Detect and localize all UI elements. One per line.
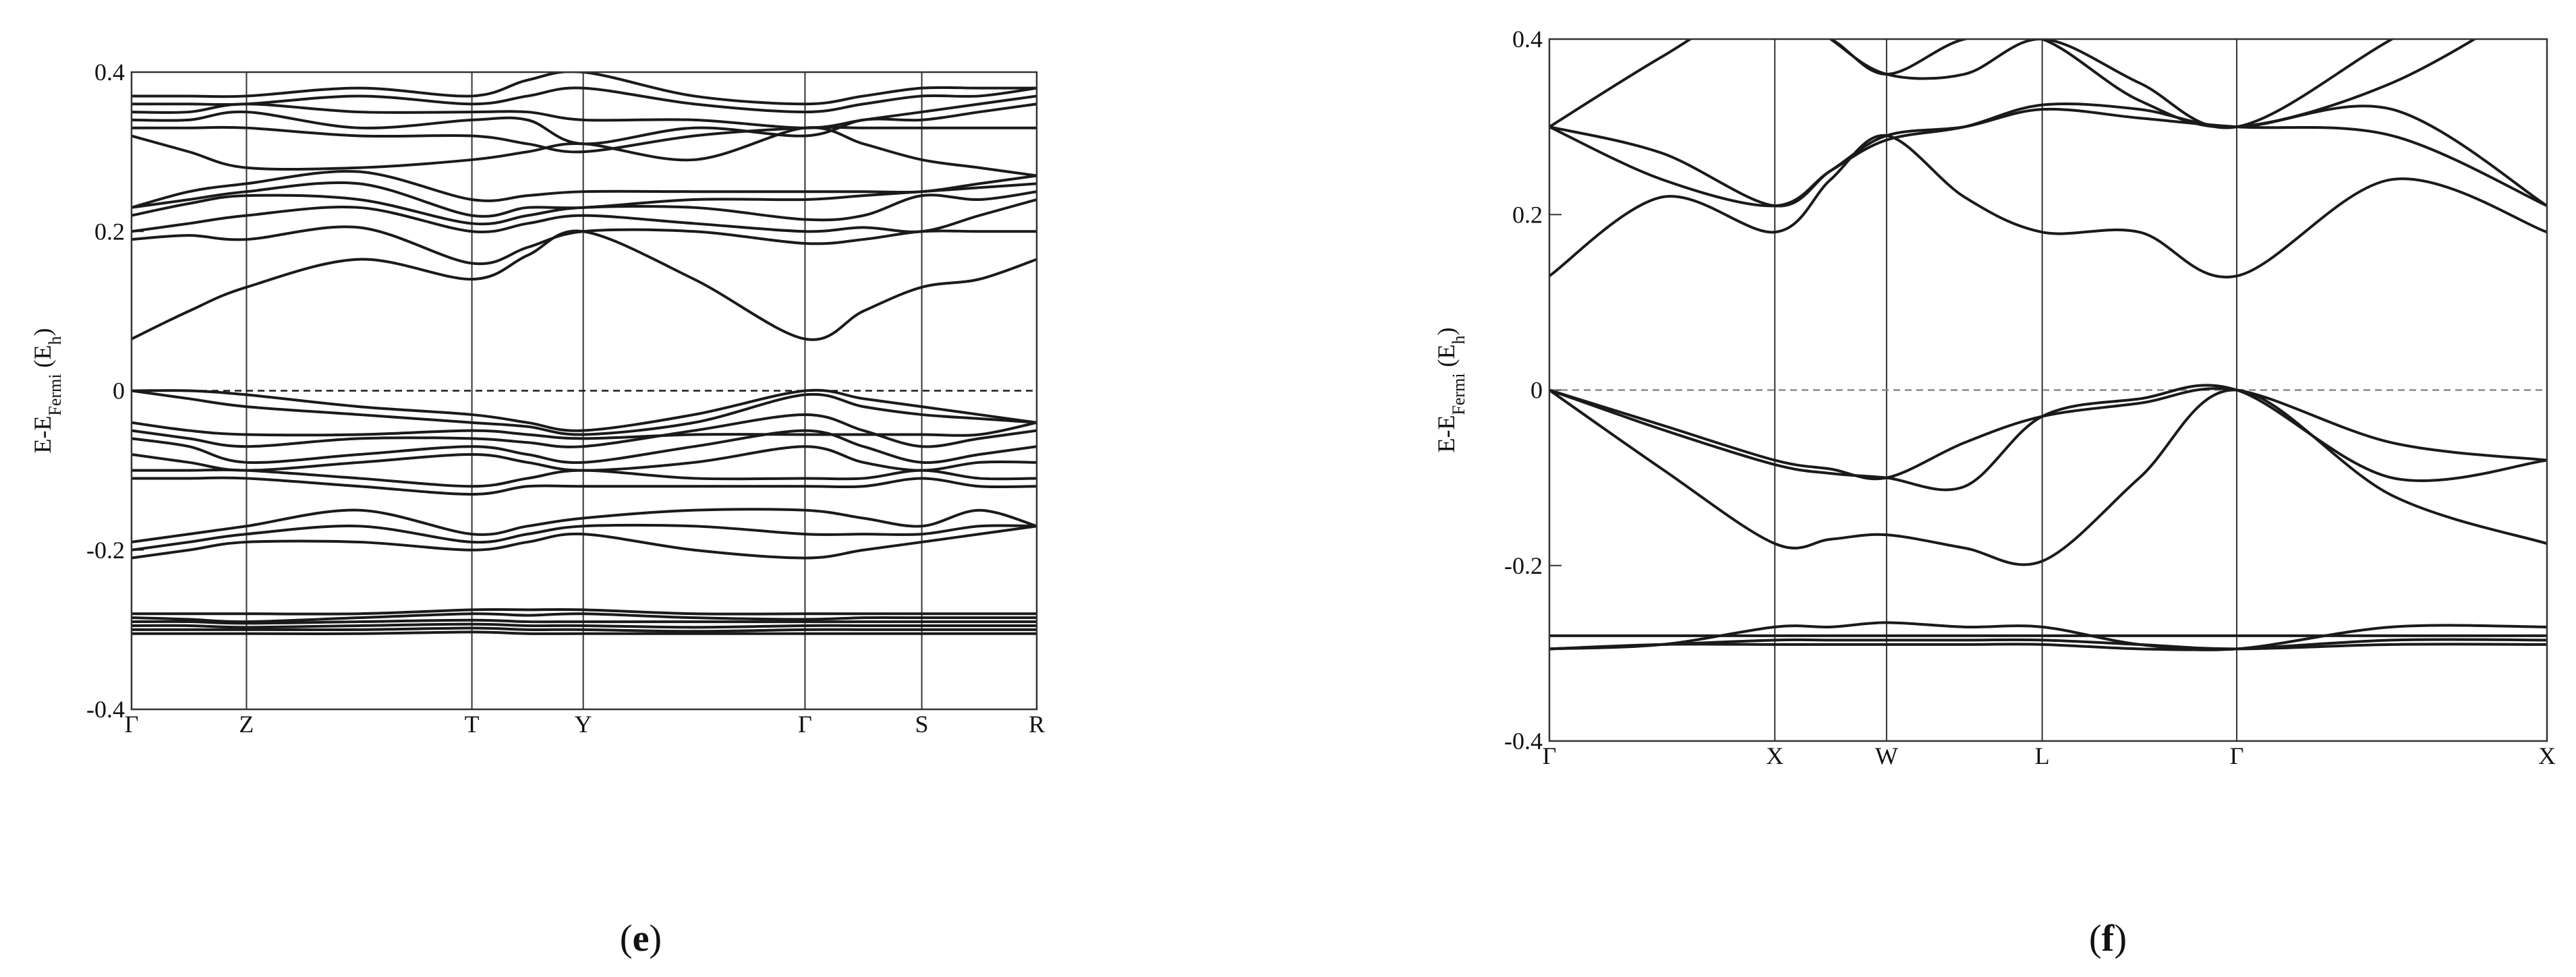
panel-caption: (e) (620, 918, 662, 959)
band-line (1549, 387, 2547, 481)
x-tick-label: X (1766, 742, 1783, 769)
y-tick-label: -0.4 (86, 696, 125, 723)
band-line (1549, 39, 2395, 129)
y-axis-label-part: h (45, 336, 65, 345)
panel-caption-part: ) (649, 918, 662, 959)
y-tick-label: 0.4 (94, 59, 125, 86)
plot-frame (1548, 38, 2548, 742)
x-tick-label: Γ (125, 711, 139, 738)
y-tick-label: -0.4 (1504, 728, 1543, 754)
bands (1549, 39, 2547, 651)
x-tick-label: T (465, 711, 480, 738)
bands (132, 72, 1037, 635)
x-tick-label: Γ (798, 711, 812, 738)
panel-caption: (f) (2089, 918, 2127, 959)
y-tick-label: -0.2 (1504, 552, 1543, 579)
band-line (132, 421, 1037, 440)
y-tick-label: -0.2 (86, 537, 125, 564)
x-tick-label: Γ (1543, 742, 1557, 769)
y-axis-label-part: Fermi (1449, 373, 1468, 415)
y-axis-label: E-EFermi (Eh) (1433, 327, 1468, 452)
band-line (132, 170, 1037, 209)
band-line (132, 429, 1037, 465)
band-line (1549, 384, 2547, 492)
x-tick-label: R (1029, 711, 1045, 738)
band-line (132, 508, 1037, 543)
y-tick-label: 0 (113, 378, 125, 405)
x-tick-label: Y (575, 711, 592, 738)
band-line (132, 102, 1037, 146)
band-line (132, 388, 1037, 432)
y-tick-label: 0.4 (1512, 26, 1543, 53)
y-tick-label: 0 (1530, 377, 1543, 404)
band-line (132, 229, 1037, 341)
band-line (132, 618, 1037, 625)
band-line (1549, 638, 2547, 651)
y-axis-label-part: E-E (1433, 415, 1460, 453)
band-line (132, 525, 1037, 560)
panel-caption-part: e (633, 918, 650, 959)
panel: Γ X W L Γ X0.40.20-0.2-0.4E-EFermi (Eh)(f) (1433, 26, 2556, 959)
band-line (1549, 107, 2547, 208)
x-tick-label: L (2035, 742, 2050, 769)
x-tick-label: Γ (2230, 742, 2244, 769)
panel: Γ Z T Y Γ S R0.40.20-0.2-0.4E-EFermi (Eh)(e) (29, 59, 1045, 959)
y-axis-label-part: h (1449, 335, 1468, 344)
panel-caption-part: ( (2089, 918, 2102, 959)
band-line (132, 181, 1037, 218)
panel-caption-part: ) (2114, 918, 2127, 959)
y-axis-label-part: (E (1433, 344, 1460, 373)
y-axis-label-part: (E (29, 345, 56, 374)
band-line (132, 94, 1037, 129)
band-line (132, 523, 1037, 552)
band-line (1549, 134, 2547, 278)
band-line (132, 125, 1037, 154)
band-line (132, 612, 1037, 624)
y-tick-label: 0.2 (94, 218, 125, 245)
band-line (132, 622, 1037, 629)
band-line (132, 626, 1037, 633)
band-line (132, 468, 1037, 488)
panel-caption-part: ( (620, 918, 633, 959)
y-axis-label-part: ) (1433, 327, 1460, 335)
band-line (132, 389, 1037, 436)
band-line (132, 476, 1037, 496)
band-line (1549, 102, 2547, 208)
plot-frame (130, 71, 1038, 711)
x-tick-label: Z (239, 711, 254, 738)
x-tick-label: S (915, 711, 929, 738)
y-tick-label: 0.2 (1512, 201, 1543, 228)
band-line (1549, 621, 2547, 651)
y-axis-label: E-EFermi (Eh) (29, 328, 65, 453)
x-tick-label: W (1875, 742, 1898, 769)
band-line (132, 198, 1037, 233)
x-tick-label: X (2538, 742, 2556, 769)
band-line (132, 413, 1037, 448)
band-line (1827, 39, 2478, 129)
band-line (1549, 388, 2547, 566)
y-axis-label-part: Fermi (45, 374, 65, 415)
y-axis-label-part: ) (29, 328, 56, 336)
band-line (1549, 638, 2547, 651)
panel-caption-part: f (2102, 918, 2115, 959)
band-line (132, 608, 1037, 616)
band-line (132, 86, 1037, 114)
y-axis-label-part: E-E (29, 416, 56, 454)
band-line (132, 630, 1037, 635)
